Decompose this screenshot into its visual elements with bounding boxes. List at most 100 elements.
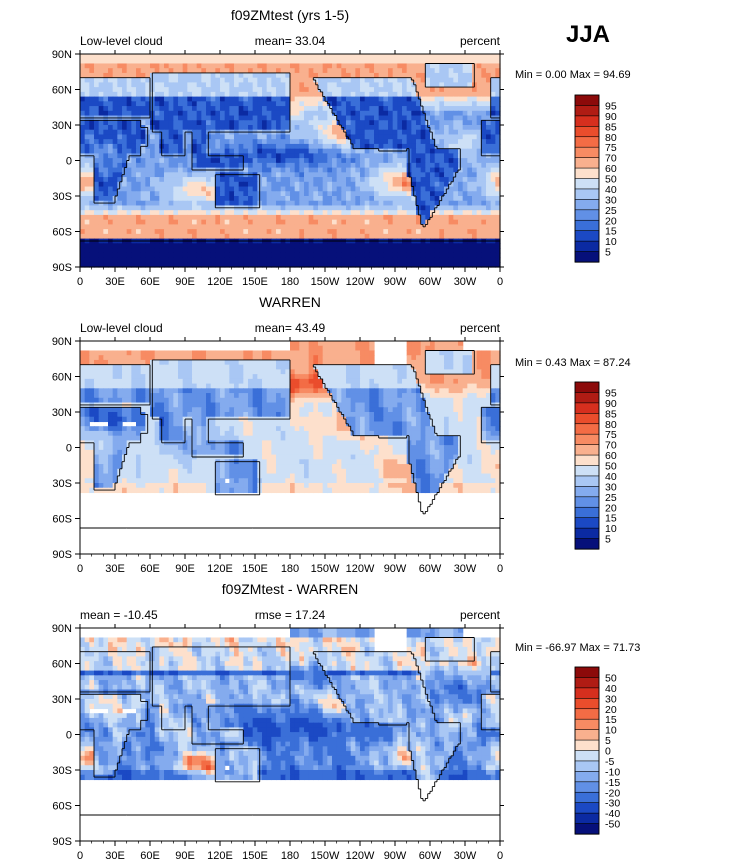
heatmap-cell [89, 110, 95, 117]
heatmap-cell [327, 167, 333, 173]
heatmap-cell [266, 54, 272, 60]
heatmap-cell [173, 350, 179, 356]
heatmap-cell [131, 143, 137, 150]
heatmap-cell [117, 210, 123, 216]
heatmap-cell [187, 96, 193, 102]
heatmap-cell [154, 143, 160, 150]
heatmap-cell [196, 120, 202, 126]
heatmap-cell [304, 91, 310, 98]
heatmap-cell [425, 77, 431, 83]
heatmap-cell [360, 214, 366, 221]
heatmap-cell [84, 87, 90, 93]
heatmap-cell [248, 120, 254, 126]
heatmap-cell [350, 341, 356, 347]
heatmap-cell [332, 129, 338, 136]
heatmap-cell [257, 82, 263, 88]
heatmap-cell [178, 191, 184, 197]
heatmap-cell [187, 110, 193, 117]
heatmap-cell [299, 341, 305, 347]
heatmap-cell [448, 350, 454, 356]
heatmap-cell [220, 248, 226, 254]
heatmap-cell [192, 106, 198, 112]
heatmap-cell [164, 58, 170, 65]
heatmap-cell [304, 248, 310, 254]
heatmap-cell [280, 374, 286, 380]
heatmap-cell [252, 96, 258, 102]
heatmap-cell [140, 355, 146, 361]
heatmap-cell [220, 350, 226, 356]
heatmap-cell [304, 153, 310, 159]
heatmap-cell [294, 82, 300, 88]
heatmap-cell [94, 72, 100, 79]
heatmap-cell [243, 355, 249, 361]
heatmap-cell [229, 374, 235, 380]
heatmap-cell [234, 63, 240, 69]
heatmap-cell [131, 106, 137, 112]
heatmap-cell [108, 210, 114, 216]
heatmap-cell [220, 162, 226, 169]
heatmap-cell [276, 248, 282, 254]
heatmap-cell [84, 252, 90, 259]
heatmap-cell [234, 243, 240, 249]
heatmap-cell [458, 181, 464, 188]
heatmap-cell [196, 378, 202, 385]
heatmap-cell [392, 143, 398, 150]
heatmap-cell [178, 262, 184, 268]
heatmap-cell [94, 229, 100, 235]
heatmap-cell [430, 364, 436, 370]
heatmap-cell [290, 63, 296, 69]
heatmap-cell [243, 153, 249, 159]
heatmap-cell [159, 101, 165, 107]
heatmap-cell [411, 257, 417, 263]
heatmap-cell [439, 125, 445, 131]
heatmap-cell [192, 153, 198, 159]
heatmap-cell [383, 101, 389, 107]
heatmap-cell [84, 233, 90, 240]
heatmap-cell [332, 224, 338, 230]
heatmap-cell [80, 72, 86, 79]
heatmap-cell [229, 58, 235, 65]
heatmap-cell [416, 248, 422, 254]
heatmap-cell [154, 134, 160, 140]
heatmap-cell [472, 374, 478, 380]
heatmap-cell [276, 172, 282, 178]
heatmap-cell [392, 120, 398, 126]
heatmap-cell [150, 177, 156, 183]
heatmap-cell [313, 229, 319, 235]
heatmap-cell [154, 167, 160, 173]
heatmap-cell [304, 101, 310, 107]
heatmap-cell [154, 54, 160, 60]
heatmap-cell [122, 229, 128, 235]
heatmap-cell [126, 125, 132, 131]
heatmap-cell [495, 219, 501, 225]
heatmap-cell [481, 219, 487, 225]
heatmap-cell [266, 233, 272, 240]
heatmap-cell [285, 158, 291, 164]
heatmap-cell [313, 210, 319, 216]
heatmap-cell [145, 91, 151, 98]
heatmap-cell [224, 186, 230, 192]
heatmap-cell [434, 219, 440, 225]
heatmap-cell [136, 167, 142, 173]
heatmap-cell [448, 96, 454, 102]
heatmap-cell [364, 162, 370, 169]
heatmap-cell [271, 153, 277, 159]
heatmap-cell [313, 158, 319, 164]
heatmap-cell [131, 191, 137, 197]
heatmap-cell [383, 68, 389, 74]
heatmap-cell [248, 148, 254, 154]
heatmap-cell [290, 200, 296, 207]
heatmap-cell [458, 345, 464, 352]
heatmap-cell [98, 96, 104, 102]
heatmap-cell [280, 196, 286, 202]
heatmap-cell [220, 243, 226, 249]
heatmap-cell [308, 374, 314, 380]
heatmap-cell [486, 125, 492, 131]
heatmap-cell [388, 210, 394, 216]
heatmap-cell [159, 172, 165, 178]
heatmap-cell [481, 115, 487, 121]
heatmap-cell [472, 106, 478, 112]
colorbar-label: 15 [605, 226, 617, 238]
heatmap-cell [103, 82, 109, 88]
heatmap-cell [364, 129, 370, 136]
